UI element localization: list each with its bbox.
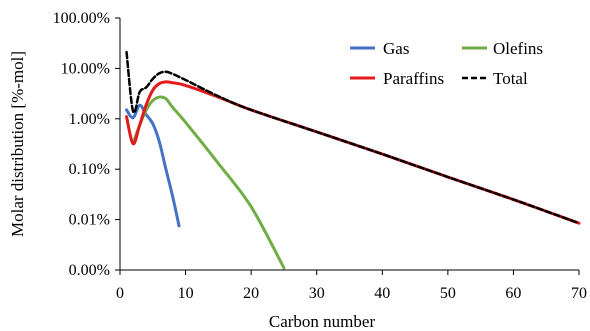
legend-label-total: Total: [493, 69, 528, 88]
x-tick-label-20: 20: [243, 285, 259, 302]
x-tick-label-50: 50: [440, 285, 456, 302]
y-tick-label-1: 0.01%: [69, 212, 110, 229]
x-tick-label-0: 0: [116, 285, 124, 302]
series-layer: [125, 50, 581, 270]
x-axis-title: Carbon number: [269, 312, 376, 331]
y-tick-label-4: 10.00%: [61, 60, 110, 77]
legend-label-olefins: Olefins: [493, 39, 543, 58]
series-line-olefins: [131, 95, 286, 270]
x-tick-label-60: 60: [505, 285, 521, 302]
series-line-gas: [125, 103, 181, 228]
y-tick-label-0: 0.00%: [69, 262, 110, 279]
y-tick-label-5: 100.00%: [53, 10, 110, 27]
legend: Gas Olefins Paraffins Total: [350, 39, 543, 88]
axes-layer: [119, 18, 579, 271]
y-tick-label-2: 0.10%: [69, 161, 110, 178]
x-tick-label-10: 10: [178, 285, 194, 302]
series-line-paraffins: [125, 80, 581, 225]
series-line-total: [125, 50, 581, 225]
x-tick-label-70: 70: [571, 285, 587, 302]
ticks-layer: 0 10 20 30 40 50 60 70 0.00% 0.01% 0.10% 1.00% 10.00…: [53, 10, 587, 302]
y-axis-title: Molar distribution [%-mol]: [8, 51, 27, 237]
legend-label-paraffins: Paraffins: [383, 69, 444, 88]
y-tick-label-3: 1.00%: [69, 111, 110, 128]
x-tick-label-40: 40: [374, 285, 390, 302]
legend-label-gas: Gas: [383, 39, 409, 58]
x-tick-label-30: 30: [309, 285, 325, 302]
